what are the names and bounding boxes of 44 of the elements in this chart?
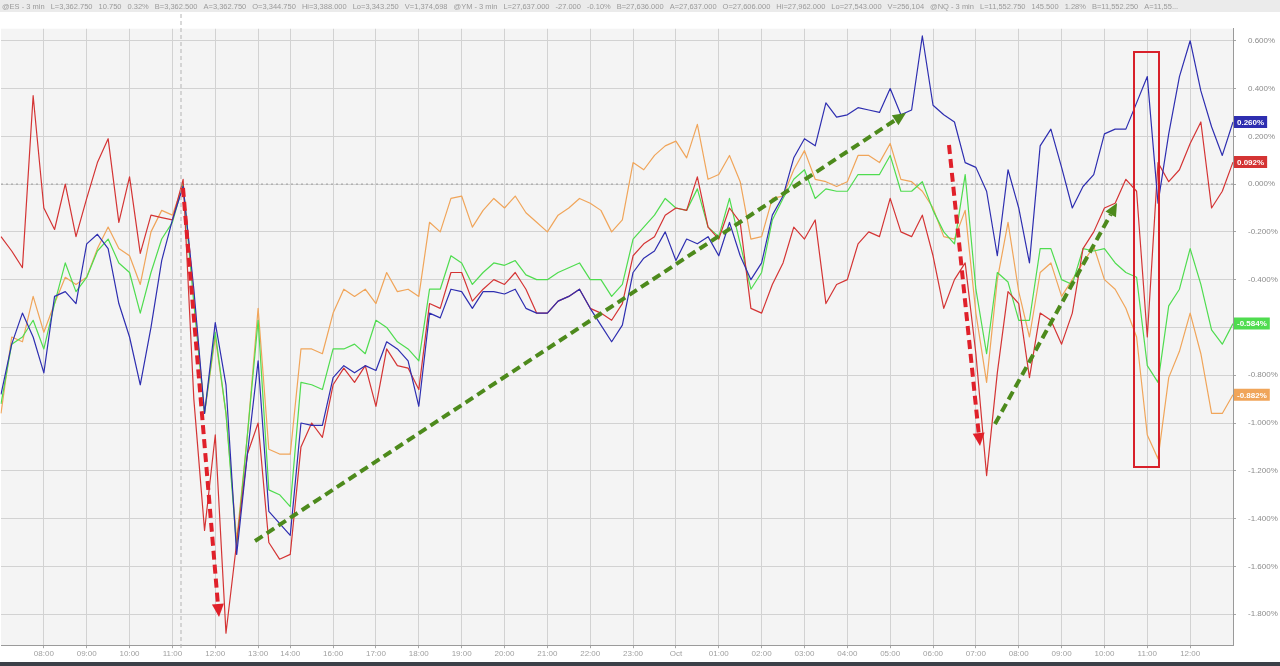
x-tick-label: 22:00	[580, 649, 601, 659]
x-tick-label: 21:00	[537, 649, 558, 659]
x-tick-label: 14:00	[280, 649, 301, 659]
x-tick-label: 09:00	[76, 649, 98, 659]
data-label: -0.882%	[1237, 390, 1267, 400]
data-label: 0.092%	[1237, 157, 1265, 167]
y-tick-label: -0.400%	[1248, 274, 1278, 284]
x-tick-label: 23:00	[623, 649, 644, 659]
y-tick-label: -0.800%	[1248, 370, 1278, 380]
x-tick-label: 01:00	[708, 649, 730, 659]
x-tick-label: 11:00	[162, 649, 183, 659]
x-tick-label: Oct	[669, 649, 683, 659]
x-tick-label: 11:00	[1137, 649, 1158, 659]
y-tick-label: 0.000%	[1248, 179, 1276, 189]
x-tick-label: 03:00	[794, 649, 816, 659]
x-tick-label: 17:00	[365, 649, 387, 659]
x-tick-label: 06:00	[923, 649, 944, 659]
data-label: 0.260%	[1237, 117, 1265, 127]
x-tick-label: 10:00	[1094, 649, 1115, 659]
x-tick-label: 02:00	[751, 649, 773, 659]
x-tick-label: 08:00	[33, 649, 55, 659]
y-tick-label: -1.000%	[1248, 418, 1278, 428]
y-tick-label: 0.200%	[1248, 131, 1276, 141]
x-tick-label: 07:00	[965, 649, 987, 659]
y-tick-label: -0.200%	[1248, 227, 1278, 237]
data-label: -0.584%	[1237, 319, 1267, 329]
y-tick-label: -1.600%	[1248, 561, 1278, 571]
y-tick-label: 0.600%	[1248, 35, 1276, 45]
x-tick-label: 18:00	[408, 649, 430, 659]
x-tick-label: 10:00	[119, 649, 141, 659]
y-tick-label: -1.800%	[1248, 609, 1278, 619]
x-tick-label: 05:00	[880, 649, 901, 659]
y-tick-label: -1.400%	[1248, 513, 1278, 523]
x-tick-label: 09:00	[1051, 649, 1073, 659]
x-tick-label: 13:00	[248, 649, 269, 659]
x-tick-label: 08:00	[1008, 649, 1030, 659]
x-tick-label: 12:00	[1180, 649, 1201, 659]
x-tick-label: 04:00	[837, 649, 858, 659]
x-tick-label: 12:00	[205, 649, 226, 659]
y-tick-label: 0.400%	[1248, 83, 1276, 93]
x-tick-label: 19:00	[451, 649, 473, 659]
x-tick-label: 16:00	[323, 649, 344, 659]
x-tick-label: 20:00	[494, 649, 516, 659]
y-tick-label: -1.200%	[1248, 466, 1278, 475]
